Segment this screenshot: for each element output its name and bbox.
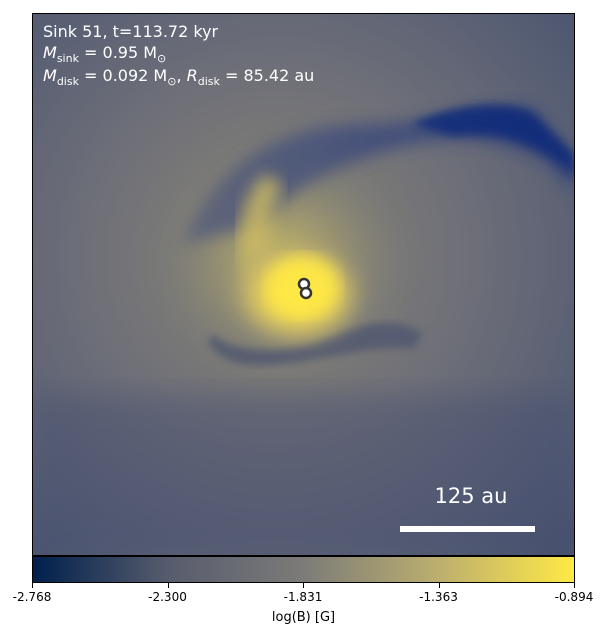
sink-info: Sink 51, t=113.72 kyr Msink = 0.95 M⊙ Md… xyxy=(43,21,314,88)
scale-bar xyxy=(400,526,535,532)
sink-markers xyxy=(297,277,313,300)
disk-info-label: Mdisk = 0.092 M⊙, Rdisk = 85.42 au xyxy=(43,66,315,88)
colorbar-tick-label: -1.363 xyxy=(419,590,458,604)
colorbar-tick-label: -2.300 xyxy=(148,590,187,604)
colorbar-tick xyxy=(303,583,304,588)
colorbar-tick xyxy=(32,583,33,588)
colorbar-tick xyxy=(438,583,440,588)
sink-mass-label: Msink = 0.95 M⊙ xyxy=(43,43,167,65)
magnetic-field-map: Sink 51, t=113.72 kyr Msink = 0.95 M⊙ Md… xyxy=(32,13,575,556)
colorbar-tick-label: -0.894 xyxy=(554,590,594,604)
colorbar-tick xyxy=(574,583,575,588)
sink-time-label: Sink 51, t=113.72 kyr xyxy=(43,22,219,41)
scale-bar-label: 125 au xyxy=(434,484,508,508)
colorbar xyxy=(32,556,575,583)
colorbar-label: log(B) [G] xyxy=(271,610,336,625)
colorbar-tick-label: -1.831 xyxy=(283,590,323,604)
colorbar-tick-label: -2.768 xyxy=(12,590,52,604)
field-map-image xyxy=(33,14,574,555)
colorbar-tick xyxy=(167,583,169,588)
